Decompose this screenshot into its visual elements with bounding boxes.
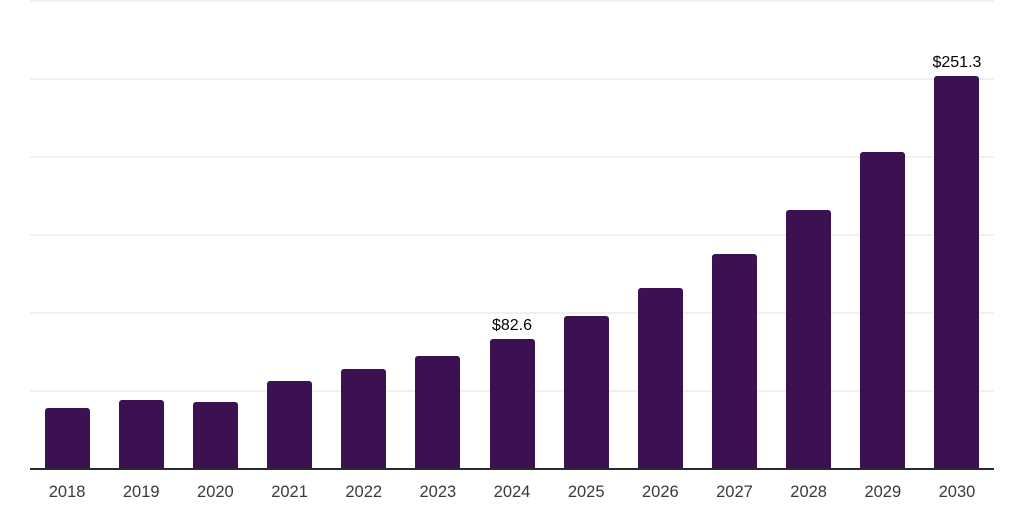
bar-2018 [44, 407, 90, 468]
x-axis: 2018 2019 2020 2021 2022 2023 2024 2025 … [30, 483, 994, 502]
bar-2029 [860, 151, 906, 468]
x-tick-2018: 2018 [48, 483, 86, 501]
bar-2019 [118, 399, 164, 468]
gridline-200 [30, 156, 994, 158]
bar-group-2019 [104, 0, 178, 468]
gridline-100 [30, 312, 994, 314]
bar-2024 [489, 339, 535, 468]
x-tick-2028: 2028 [790, 483, 827, 501]
plot-area: $82.6 $25 [30, 0, 994, 470]
x-tick-2026: 2026 [641, 483, 679, 501]
bar-value-label-2024: $82.6 [491, 317, 533, 335]
bar-2028 [786, 209, 832, 468]
bar-series: $82.6 $25 [30, 0, 994, 468]
x-tick-2030: 2030 [938, 483, 976, 501]
bar-group-2020 [178, 0, 252, 468]
bar-2021 [267, 381, 313, 468]
x-tick-2020: 2020 [197, 483, 234, 501]
x-tick-2024: 2024 [493, 483, 531, 501]
bar-value-label-2030: $251.3 [932, 53, 982, 71]
bar-group-2023 [401, 0, 475, 468]
bar-group-2024: $82.6 [475, 0, 549, 468]
bar-group-2025 [549, 0, 623, 468]
bar-2023 [415, 355, 461, 468]
bar-2022 [341, 368, 387, 468]
bar-2030 [934, 75, 980, 468]
x-tick-2023: 2023 [419, 483, 457, 501]
bar-2026 [637, 288, 683, 468]
bar-2025 [563, 315, 609, 468]
x-tick-2025: 2025 [567, 483, 605, 501]
gridline-150 [30, 234, 994, 236]
bar-group-2022 [327, 0, 401, 468]
bar-group-2018 [30, 0, 104, 468]
bar-group-2021 [252, 0, 326, 468]
x-tick-2027: 2027 [716, 483, 753, 501]
bar-2020 [192, 402, 238, 468]
x-tick-2021: 2021 [271, 483, 308, 501]
x-tick-2029: 2029 [864, 483, 902, 501]
x-tick-2022: 2022 [345, 483, 383, 501]
bar-2027 [711, 253, 757, 468]
bar-group-2028 [772, 0, 846, 468]
bar-group-2027 [697, 0, 771, 468]
gridline-300 [30, 0, 994, 2]
bar-group-2029 [846, 0, 920, 468]
bar-group-2026 [623, 0, 697, 468]
bar-group-2030: $251.3 [920, 0, 994, 468]
x-tick-2019: 2019 [122, 483, 160, 501]
gridline-250 [30, 78, 994, 80]
